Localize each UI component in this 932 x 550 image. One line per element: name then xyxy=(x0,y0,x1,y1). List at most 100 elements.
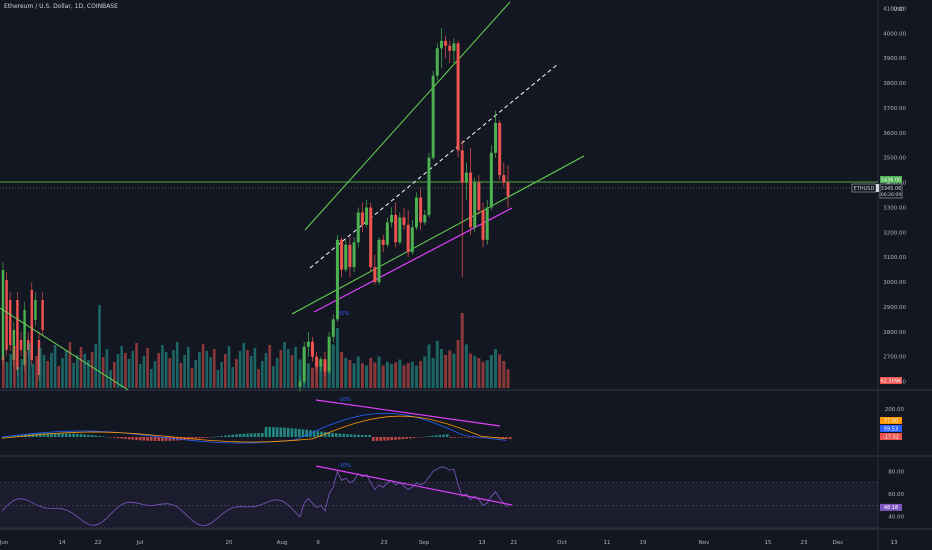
volume-bar xyxy=(394,362,398,388)
candle-body xyxy=(381,239,385,245)
candle-body xyxy=(16,300,19,370)
candle-body xyxy=(485,207,489,240)
volume-bar xyxy=(331,344,335,388)
volume-bar xyxy=(101,357,105,388)
volume-bar xyxy=(64,350,68,388)
candle-body xyxy=(298,381,302,387)
macd-histogram-bar xyxy=(64,433,68,437)
volume-bar xyxy=(246,350,249,388)
chart-title: Ethereum / U.S. Dollar, 1D, COINBASE xyxy=(4,3,118,10)
volume-bar xyxy=(187,347,190,388)
candle-body xyxy=(369,207,373,268)
time-axis-label: Dec xyxy=(833,540,844,546)
candle-body xyxy=(9,300,12,345)
volume-bar xyxy=(444,355,448,388)
volume-bar xyxy=(198,352,201,388)
volume-bar xyxy=(57,366,61,388)
price-axis-label: 3000.00 xyxy=(883,280,906,286)
macd-histogram-bar xyxy=(205,437,209,438)
volume-bar xyxy=(481,361,485,388)
candle-body xyxy=(506,182,510,197)
volume-bar xyxy=(16,367,20,388)
volume-bar xyxy=(427,344,431,388)
volume-badge xyxy=(880,377,902,384)
macd-histogram-bar xyxy=(420,437,423,438)
volume-bar xyxy=(319,366,323,388)
volume-bar xyxy=(489,355,493,388)
price-axis-label: 3500.00 xyxy=(883,156,906,162)
macd-histogram-bar xyxy=(468,437,471,438)
candle-body xyxy=(427,157,431,215)
candle-body xyxy=(444,40,448,46)
rsi-divergence-line xyxy=(315,465,513,506)
macd-histogram-bar xyxy=(320,431,323,437)
macd-histogram-bar xyxy=(353,434,357,437)
macd-histogram-bar xyxy=(79,434,83,437)
candle-body xyxy=(356,212,360,243)
macd-histogram-bar xyxy=(268,427,271,437)
volume-bar xyxy=(94,344,98,388)
macd-histogram-bar xyxy=(372,437,375,441)
rsi-divergence-label: -10% xyxy=(338,463,351,469)
time-axis-label: 19 xyxy=(640,540,647,546)
macd-histogram-bar xyxy=(501,437,505,439)
volume-bar xyxy=(356,356,360,388)
macd-histogram-bar xyxy=(179,437,183,441)
macd-histogram-bar xyxy=(390,437,394,441)
volume-bar xyxy=(275,358,279,388)
volume-divergence-label: 25% xyxy=(338,311,349,317)
candle-body xyxy=(1,270,5,360)
time-axis-label: 9 xyxy=(316,540,320,546)
candle-body xyxy=(448,45,452,51)
macd-histogram-bar xyxy=(146,437,149,441)
macd-histogram-bar xyxy=(2,437,5,438)
volume-bar xyxy=(31,364,35,388)
macd-histogram-bar xyxy=(98,435,101,437)
price-axis-label: 4100.00 xyxy=(883,6,906,12)
volume-bar xyxy=(212,349,216,388)
volume-bar xyxy=(27,343,31,388)
time-axis-label: 23 xyxy=(381,540,388,546)
macd-histogram-bar xyxy=(508,437,512,440)
candle-body xyxy=(360,212,364,225)
price-axis-label: 4000.00 xyxy=(883,31,906,37)
macd-histogram-bar xyxy=(190,437,194,440)
volume-bar xyxy=(216,370,220,388)
macd-histogram-bar xyxy=(397,437,401,440)
volume-bar xyxy=(310,367,314,388)
candle-body xyxy=(406,224,410,253)
volume-bar xyxy=(231,367,234,388)
volume-bar xyxy=(24,351,27,388)
macd-histogram-bar xyxy=(76,433,79,437)
macd-histogram-bar xyxy=(109,437,112,438)
candle-body xyxy=(402,217,406,225)
candle-body xyxy=(352,242,356,268)
macd-histogram-bar xyxy=(9,436,12,437)
candle-body xyxy=(19,340,23,350)
volume-bar xyxy=(5,362,9,388)
volume-bar xyxy=(253,348,257,388)
macd-badge-text: 77.00 xyxy=(884,419,898,425)
price-badge-countdown-text: 06:26:09 xyxy=(881,192,901,198)
macd-histogram-bar xyxy=(290,428,294,437)
macd-histogram-bar xyxy=(216,436,220,437)
channel-upper-line xyxy=(304,1,511,231)
price-axis-label: 3800.00 xyxy=(883,81,906,87)
candle-body xyxy=(41,300,44,330)
macd-histogram-bar xyxy=(13,435,16,437)
price-axis-label: 3200.00 xyxy=(883,230,906,236)
candle-body xyxy=(464,172,468,183)
volume-bar xyxy=(87,360,90,388)
macd-histogram-bar xyxy=(116,437,120,439)
volume-bar xyxy=(164,352,168,388)
volume-bar xyxy=(469,353,473,388)
candle-body xyxy=(423,214,427,223)
volume-bar xyxy=(477,358,481,388)
candle-body xyxy=(494,122,498,153)
volume-bar xyxy=(390,364,394,388)
volume-bar xyxy=(146,348,149,388)
candle-body xyxy=(439,40,443,49)
volume-bar xyxy=(431,358,435,388)
macd-histogram-bar xyxy=(68,433,72,437)
